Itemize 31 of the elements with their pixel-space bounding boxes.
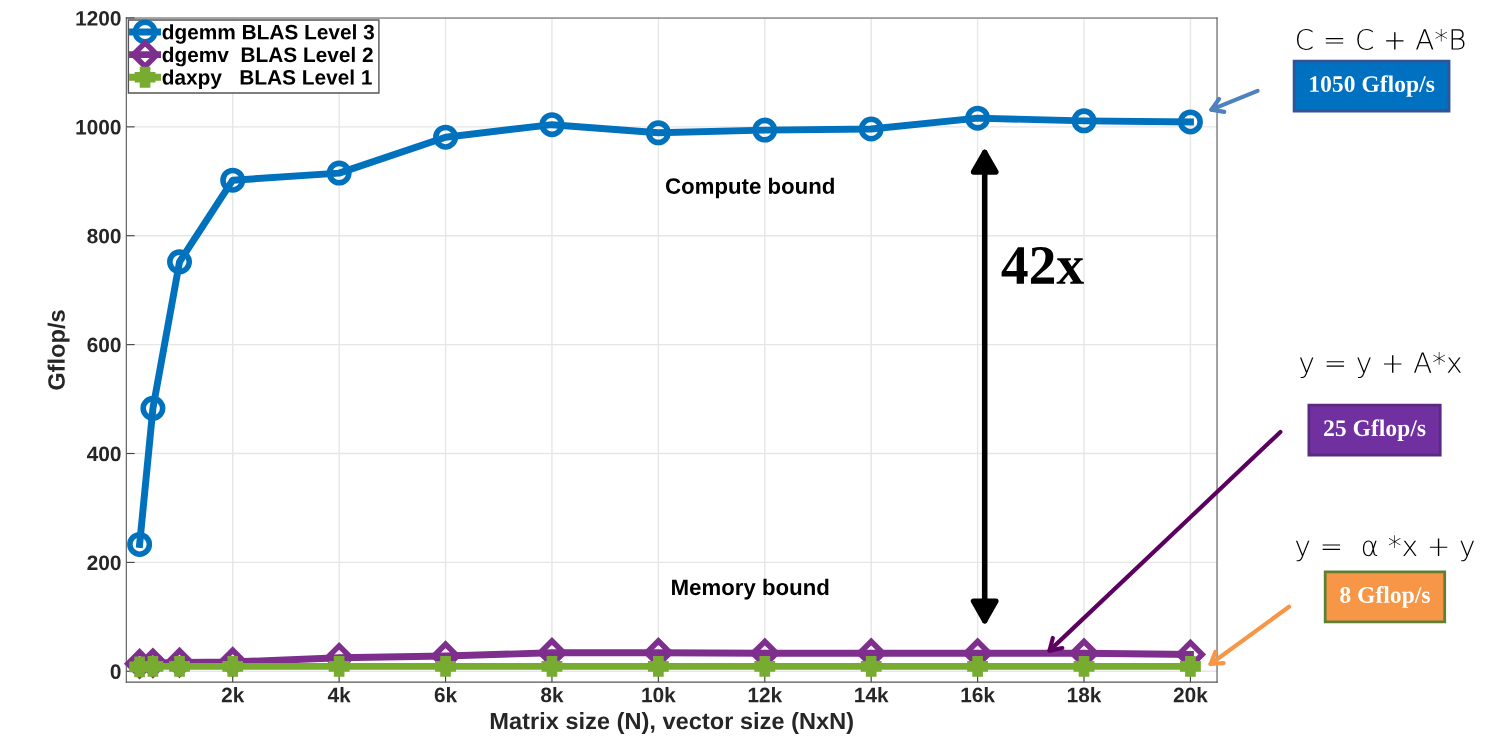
text: y = α *x + y — [1295, 535, 1474, 562]
x-tick-label: 18k — [1067, 687, 1102, 703]
legend-label: dgemv BLAS Level 2 — [162, 46, 373, 67]
y-tick-label: 600 — [87, 337, 121, 353]
x-tick-label: 2k — [221, 687, 245, 703]
x-tick-label: 8k — [541, 687, 564, 703]
text: y = y + A*x — [1299, 352, 1461, 378]
text: C = C + A*B — [1296, 28, 1465, 50]
x-tick-label: 14k — [855, 687, 889, 703]
x-tick-label: 10k — [642, 687, 676, 703]
y-tick-label: 200 — [87, 555, 121, 571]
y-tick-label: 1000 — [76, 119, 121, 135]
annotation: 42x — [1001, 246, 1084, 284]
x-tick-label: 6k — [434, 687, 458, 703]
x-tick-label: 20k — [1173, 687, 1208, 703]
y-tick-label: 800 — [87, 228, 121, 244]
text: 25 Gflop/s — [1324, 419, 1426, 441]
annotation: Memory bound — [672, 578, 829, 600]
x-tick-label: 12k — [748, 687, 783, 703]
y-tick-label: 1200 — [76, 10, 121, 26]
x-tick-label: 4k — [327, 687, 351, 703]
y-tick-label: 400 — [87, 446, 121, 462]
legend-label: daxpy BLAS Level 1 — [162, 69, 372, 89]
text: 1050 Gflop/s — [1310, 75, 1435, 97]
x-tick-label: 16k — [961, 687, 996, 703]
y-axis-title: Gflop/s — [47, 310, 70, 390]
x-axis-title: Matrix size (N), vector size (NxN) — [490, 712, 853, 735]
legend-label: dgemm BLAS Level 3 — [162, 24, 374, 44]
text: 8 Gflop/s — [1340, 586, 1430, 608]
y-tick-label: 0 — [110, 664, 121, 680]
annotation: Compute bound — [665, 177, 834, 199]
